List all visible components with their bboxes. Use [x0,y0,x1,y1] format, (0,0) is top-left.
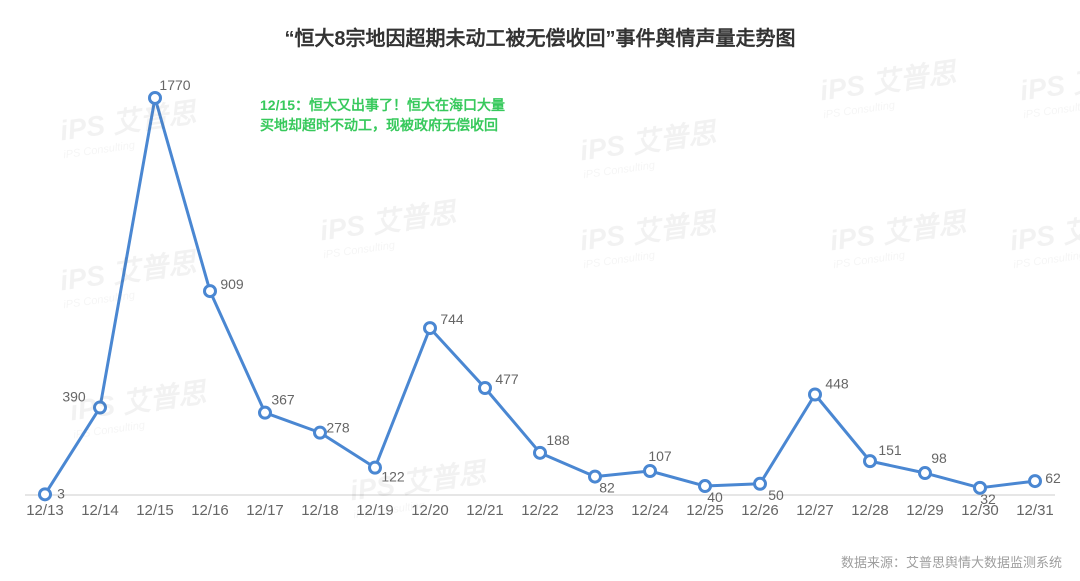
data-marker [645,465,656,476]
value-label: 367 [271,392,295,408]
x-axis-label: 12/19 [356,502,394,519]
data-marker [1030,476,1041,487]
data-marker [755,478,766,489]
value-label: 82 [599,480,615,496]
data-marker [40,489,51,500]
data-marker [260,407,271,418]
x-axis-label: 12/15 [136,502,174,519]
data-marker [810,389,821,400]
data-marker [205,286,216,297]
x-axis-label: 12/29 [906,502,944,519]
series-line [45,98,1035,494]
x-axis-label: 12/21 [466,502,504,519]
x-axis-label: 12/28 [851,502,889,519]
value-label: 151 [878,442,902,458]
value-label: 122 [381,469,405,485]
chart-container: “恒大8宗地因超期未动工被无偿收回”事件舆情声量走势图 312/13 390 12/… [0,0,1080,581]
value-label: 390 [62,389,86,405]
value-label: 278 [326,420,350,436]
data-marker [480,382,491,393]
value-label: 448 [825,376,849,392]
x-axis-label: 12/14 [81,502,119,519]
value-label: 62 [1045,470,1061,486]
value-label: 188 [546,432,570,448]
value-label: 98 [931,450,947,466]
value-label: 909 [220,276,244,292]
data-source-label: 数据来源：艾普思舆情大数据监测系统 [841,552,1062,571]
line-chart-svg: 312/13 390 12/14 1770 12/15 909 12/16 367 12/17 2… [25,70,1055,523]
x-axis-label: 12/25 [686,502,724,519]
x-axis-label: 12/16 [191,502,229,519]
data-marker [535,447,546,458]
data-marker [920,468,931,479]
chart-annotation: 12/15：恒大又出事了！恒大在海口大量 买地却超时不动工，现被政府无偿收回 [260,95,505,136]
x-axis-label: 12/27 [796,502,834,519]
value-label: 477 [495,371,519,387]
x-axis-label: 12/17 [246,502,284,519]
x-axis-label: 12/13 [26,502,64,519]
x-axis-label: 12/20 [411,502,449,519]
data-marker [425,323,436,334]
chart-plot-area: 312/13 390 12/14 1770 12/15 909 12/16 367 12/17 2… [25,70,1055,523]
chart-title: “恒大8宗地因超期未动工被无偿收回”事件舆情声量走势图 [0,0,1080,51]
data-marker [370,462,381,473]
x-axis-label: 12/22 [521,502,559,519]
data-marker [150,92,161,103]
value-label: 744 [440,311,464,327]
x-axis-label: 12/30 [961,502,999,519]
value-label: 50 [768,487,784,503]
x-axis-label: 12/26 [741,502,779,519]
data-marker [95,402,106,413]
x-axis-label: 12/24 [631,502,669,519]
value-label: 1770 [159,77,190,93]
data-marker [315,427,326,438]
x-axis-label: 12/31 [1016,502,1054,519]
x-axis-label: 12/18 [301,502,339,519]
data-marker [865,456,876,467]
value-label: 3 [57,485,65,501]
x-axis-label: 12/23 [576,502,614,519]
value-label: 107 [648,448,672,464]
